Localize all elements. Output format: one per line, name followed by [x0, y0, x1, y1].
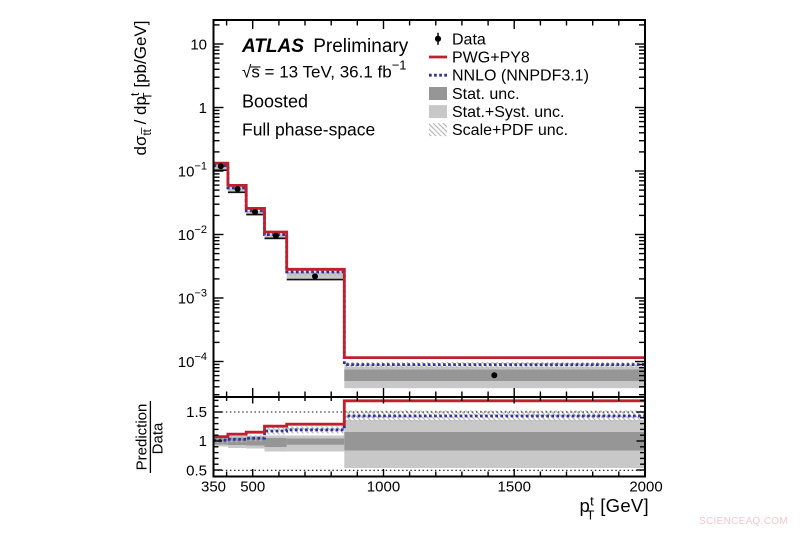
- svg-text:Stat. unc.: Stat. unc.: [452, 86, 520, 103]
- svg-text:2000: 2000: [629, 479, 662, 496]
- svg-text:0.5: 0.5: [186, 462, 207, 479]
- svg-text:NNLO (NNPDF3.1): NNLO (NNPDF3.1): [452, 68, 589, 85]
- svg-text:Data: Data: [452, 31, 486, 48]
- svg-text:Scale+PDF unc.: Scale+PDF unc.: [452, 122, 568, 139]
- svg-text:Prediction: Prediction: [133, 404, 150, 471]
- svg-text:Boosted: Boosted: [242, 92, 308, 112]
- svg-text:PWG+PY8: PWG+PY8: [452, 50, 530, 67]
- svg-text:1000: 1000: [367, 479, 400, 496]
- svg-text:1.5: 1.5: [186, 404, 207, 421]
- svg-text:1: 1: [199, 100, 207, 117]
- svg-text:350: 350: [201, 479, 226, 496]
- svg-text:ATLAS Preliminary: ATLAS Preliminary: [241, 36, 409, 57]
- svg-text:SCIENCEAQ.COM: SCIENCEAQ.COM: [699, 516, 788, 527]
- svg-text:Data: Data: [149, 422, 166, 454]
- svg-text:1: 1: [199, 433, 207, 450]
- svg-text:Full phase-space: Full phase-space: [242, 120, 375, 140]
- svg-text:10: 10: [190, 37, 207, 54]
- svg-text:1500: 1500: [498, 479, 531, 496]
- svg-text:Stat.+Syst. unc.: Stat.+Syst. unc.: [452, 104, 565, 121]
- svg-text:500: 500: [240, 479, 265, 496]
